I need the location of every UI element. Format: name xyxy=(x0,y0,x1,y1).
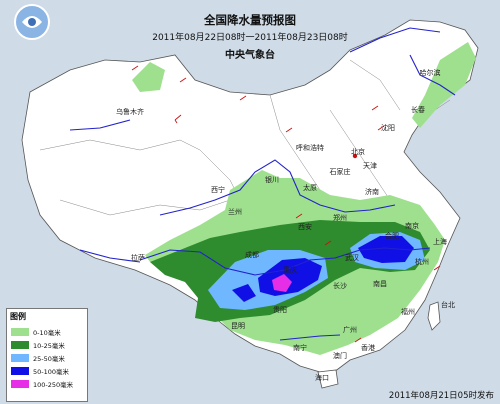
rain-100-250-core xyxy=(272,274,292,292)
wind-barbs xyxy=(131,65,441,343)
yarlung-river xyxy=(79,249,141,263)
legend-item: 10-25毫米 xyxy=(11,340,85,350)
city-label: 呼和浩特 xyxy=(296,144,324,152)
city-label: 杭州 xyxy=(415,258,429,266)
city-label: 乌鲁木齐 xyxy=(116,108,144,116)
city-label: 长春 xyxy=(411,106,425,114)
yellow-river xyxy=(159,159,396,216)
city-label: 海口 xyxy=(315,374,329,382)
city-label: 济南 xyxy=(365,188,379,196)
legend-label: 0-10毫米 xyxy=(33,329,61,337)
tarim-river xyxy=(69,119,131,131)
rivers xyxy=(69,27,456,341)
legend-swatch xyxy=(11,328,29,336)
legend-swatch xyxy=(11,354,29,362)
map-title: 全国降水量预报图 xyxy=(204,13,296,27)
city-label: 西宁 xyxy=(211,186,225,194)
city-label: 香港 xyxy=(361,344,375,352)
rain-50-100-west2 xyxy=(232,284,256,302)
heilong-river xyxy=(349,27,441,53)
pearl-river xyxy=(279,334,341,341)
legend-swatch xyxy=(11,341,29,349)
legend-label: 10-25毫米 xyxy=(33,342,65,350)
legend-label: 25-50毫米 xyxy=(33,355,65,363)
city-label: 石家庄 xyxy=(329,168,351,176)
legend-label: 100-250毫米 xyxy=(33,381,74,389)
city-label: 南宁 xyxy=(293,344,307,352)
rain-0-10-northeast xyxy=(412,42,476,128)
city-label: 西安 xyxy=(298,223,312,231)
cma-logo xyxy=(14,4,50,40)
issue-time: 2011年08月21日05时发布 xyxy=(388,391,494,401)
city-label: 广州 xyxy=(343,326,357,334)
legend-swatch xyxy=(11,367,29,375)
city-label: 澳门 xyxy=(333,352,347,360)
rain-areas xyxy=(132,42,476,355)
songhua-river xyxy=(409,54,456,96)
hainan-land xyxy=(317,369,339,389)
rain-50-100-east xyxy=(358,236,414,263)
legend-item: 100-250毫米 xyxy=(11,379,85,389)
city-label: 福州 xyxy=(401,308,415,316)
city-label: 北京 xyxy=(351,148,365,156)
yangtze-river xyxy=(139,247,431,276)
city-label: 银川 xyxy=(265,176,279,184)
legend: 图例 0-10毫米 10-25毫米 25-50毫米 50-100毫米 100-2… xyxy=(6,308,88,402)
legend-item: 50-100毫米 xyxy=(11,366,85,376)
city-label: 天津 xyxy=(363,162,377,170)
forecast-period: 2011年08月22日08时一2011年08月23日08时 xyxy=(152,33,348,43)
city-label: 武汉 xyxy=(345,254,359,262)
city-label: 兰州 xyxy=(228,208,242,216)
city-label: 哈尔滨 xyxy=(419,69,441,77)
city-label: 长沙 xyxy=(333,282,347,290)
legend-item: 0-10毫米 xyxy=(11,327,85,337)
city-label: 太原 xyxy=(303,184,317,192)
city-label: 成都 xyxy=(245,251,259,259)
city-label: 合肥 xyxy=(385,232,399,240)
legend-item: 25-50毫米 xyxy=(11,353,85,363)
city-label: 沈阳 xyxy=(381,124,395,132)
city-label: 郑州 xyxy=(333,214,347,222)
city-label: 南昌 xyxy=(373,280,387,288)
beijing-marker xyxy=(352,153,358,159)
city-label: 上海 xyxy=(433,238,447,246)
city-label: 贵阳 xyxy=(273,306,287,314)
city-label: 重庆 xyxy=(283,266,297,274)
city-label: 拉萨 xyxy=(131,254,145,262)
rain-0-10-northwest xyxy=(132,62,165,92)
legend-swatch xyxy=(11,380,29,388)
city-label: 昆明 xyxy=(231,322,245,330)
city-label: 南京 xyxy=(405,222,419,230)
legend-label: 50-100毫米 xyxy=(33,368,70,376)
taiwan-land xyxy=(427,301,441,331)
city-label: 台北 xyxy=(441,301,455,309)
legend-title: 图例 xyxy=(10,312,26,321)
issuer: 中央气象台 xyxy=(225,50,275,61)
